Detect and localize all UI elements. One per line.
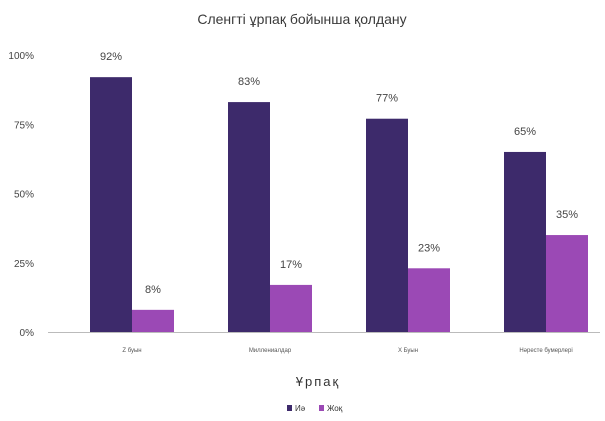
data-label: 23% [418,242,440,254]
y-tick-label: 25% [14,259,34,270]
y-tick-label: 0% [20,328,35,339]
y-tick-label: 75% [14,120,34,131]
y-axis: 0% 25% 50% 75% 100% [8,51,34,339]
data-label: 65% [514,126,536,138]
legend-label: Жоқ [327,404,343,413]
y-tick-label: 100% [8,51,34,62]
bar-yes [90,77,132,332]
bar-yes [504,151,546,332]
legend-label: Иә [295,404,306,413]
data-label: 8% [145,284,161,296]
legend-swatch [287,405,292,411]
bar-yes [228,102,270,332]
chart-title: Сленгті ұрпақ бойынша қолдану [197,11,406,27]
data-label: 77% [376,93,398,105]
bar-no [270,284,312,332]
bar-yes [366,118,408,333]
data-label: 92% [100,51,122,63]
x-tick-label: Миллениалдар [249,348,292,354]
y-tick-label: 50% [14,190,34,201]
x-tick-label: Z буын [122,348,141,354]
data-label: 35% [556,209,578,221]
x-axis-label: Ұрпақ [296,374,340,389]
legend-swatch [319,405,324,411]
data-label: 83% [238,76,260,88]
x-tick-label: X Буын [398,348,418,354]
x-tick-label: Нәресте бумерлері [519,348,572,354]
bar-no [408,268,450,332]
legend: Иә Жоқ [287,404,343,413]
bar-no [132,309,174,332]
bars-group: 92% 8% 83% 17% 77% 23% 65% 35% [90,51,588,333]
bar-no [546,235,588,332]
category-labels: Z буын Миллениалдар X Буын Нәресте бумерлер… [122,348,572,354]
data-label: 17% [280,259,302,271]
